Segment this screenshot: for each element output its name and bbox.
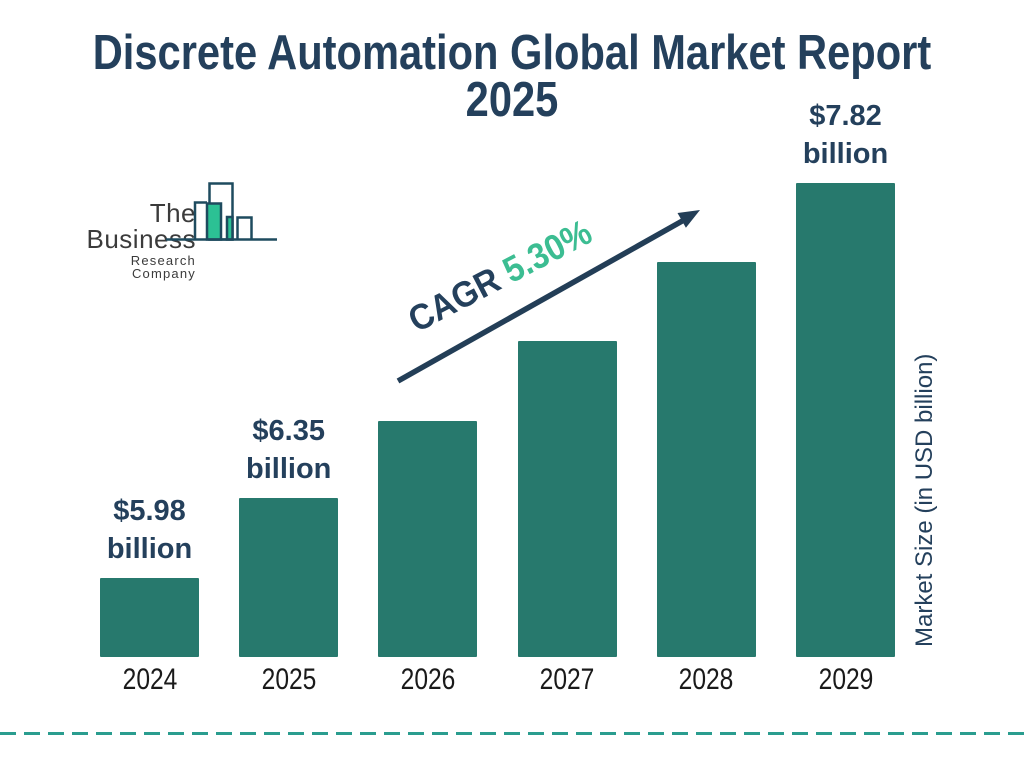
x-tick-2024: 2024 <box>122 663 177 696</box>
page-title: Discrete Automation Global Market Report… <box>0 26 1024 127</box>
x-tick-2025: 2025 <box>261 663 317 696</box>
x-tick-2029: 2029 <box>818 663 873 696</box>
bar-2026 <box>378 421 478 657</box>
value-label-2024: $5.98 billion <box>106 495 193 565</box>
x-tick-2027: 2027 <box>539 663 595 696</box>
logo-text: The Business Research Company <box>70 200 196 280</box>
x-tick-2026: 2026 <box>400 663 456 696</box>
value-label-2029: $7.82 billion <box>802 100 889 170</box>
bar-2028 <box>656 262 756 657</box>
bar-2024 <box>100 578 199 657</box>
bar-buildings-logo-icon <box>166 182 277 241</box>
bar-2025 <box>239 498 339 657</box>
page-title-line1: Discrete Automation Global Market Report <box>92 26 932 80</box>
logo-subtitle: Research Company <box>130 253 196 281</box>
value-label-2025: $6.35 billion <box>246 415 332 485</box>
bar-2027 <box>517 341 617 657</box>
page-title-line2: 2025 <box>465 73 559 127</box>
bottom-dashed-divider <box>0 732 1024 735</box>
y-axis-label: Market Size (in USD billion) <box>911 353 938 647</box>
x-tick-2028: 2028 <box>678 663 734 696</box>
bar-2029 <box>796 183 895 657</box>
